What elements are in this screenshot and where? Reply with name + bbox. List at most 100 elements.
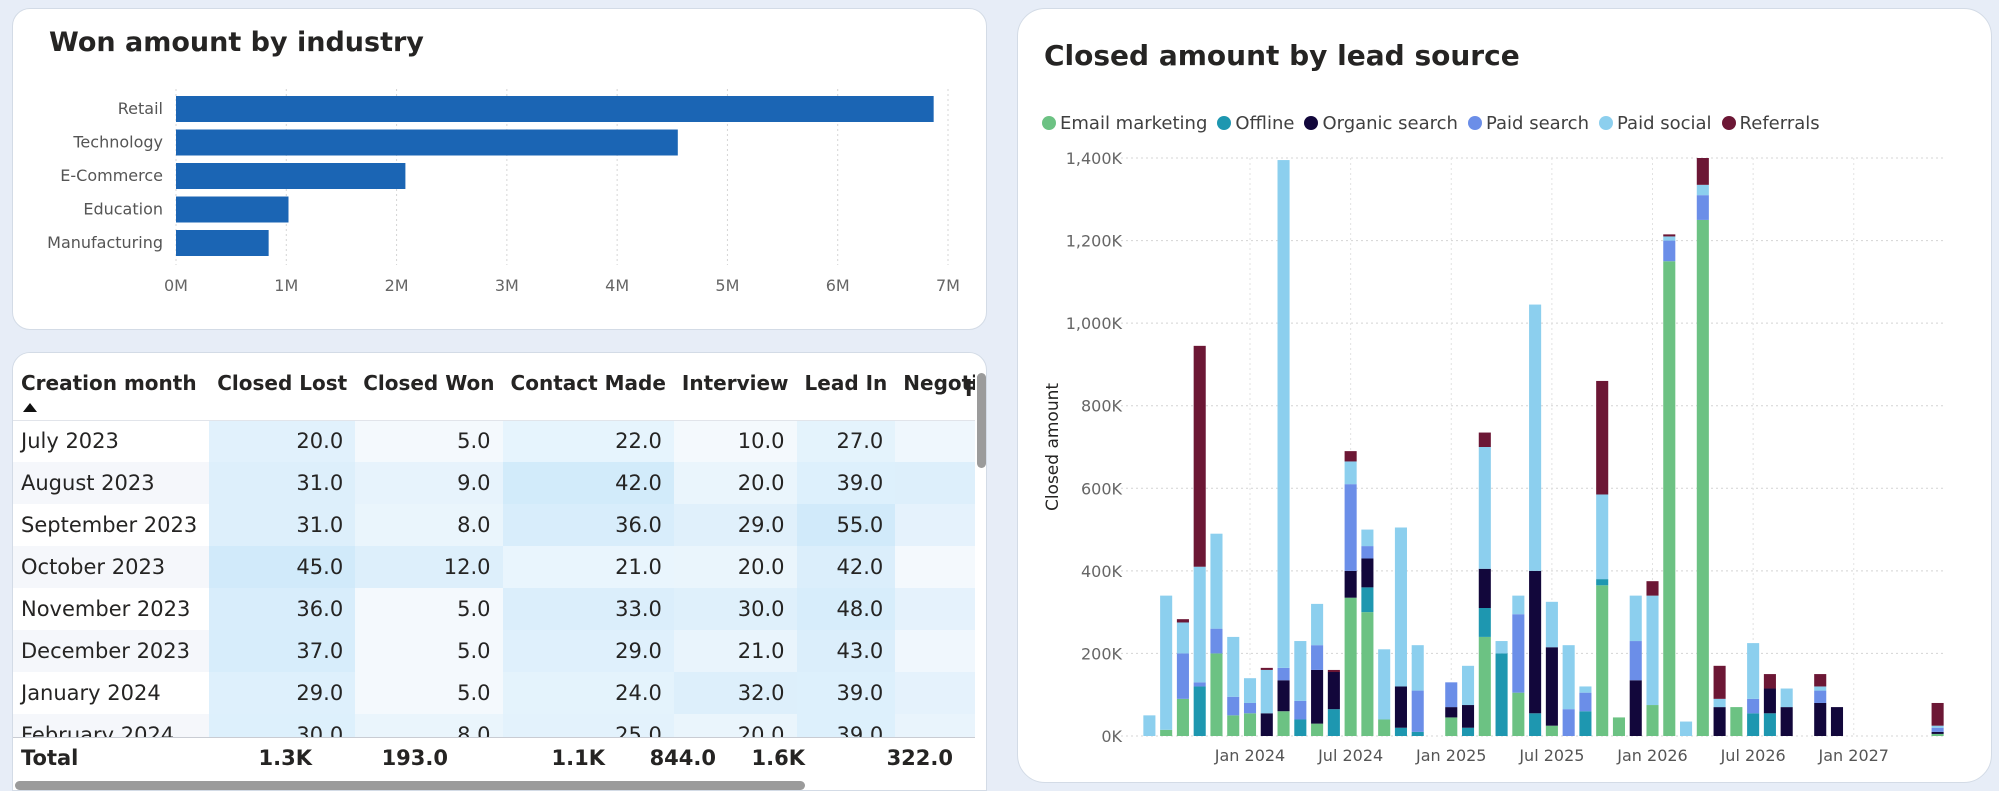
lead-bar-jun-2027-organic-search[interactable] [1931,731,1944,734]
legend-item-referrals[interactable]: Referrals [1721,113,1820,134]
lead-bar-dec-2025-paid-social[interactable] [1629,595,1642,642]
lead-bar-jan-2025-email-marketing[interactable] [1445,717,1458,736]
lead-bar-may-2024-paid-search[interactable] [1311,645,1324,670]
lead-bar-may-2024-paid-social[interactable] [1311,603,1324,646]
lead-bar-dec-2026-organic-search[interactable] [1830,707,1844,736]
lead-bar-jul-2025-paid-social[interactable] [1545,601,1558,648]
lead-bar-jul-2024-paid-social[interactable] [1344,461,1357,485]
lead-bar-dec-2023-paid-search[interactable] [1227,696,1240,716]
matrix-scroll-area[interactable]: Creation month Closed Lost Closed Won Conta… [13,353,975,739]
lead-bar-jun-2027-paid-search[interactable] [1931,727,1944,732]
lead-bar-nov-2023-paid-search[interactable] [1210,628,1223,654]
lead-bar-apr-2024-paid-search[interactable] [1294,700,1307,720]
lead-bar-jan-2026-email-marketing[interactable] [1646,705,1659,736]
lead-bar-jun-2024-offline[interactable] [1327,709,1340,736]
lead-bar-aug-2025-paid-social[interactable] [1562,645,1575,710]
industry-bar-technology[interactable] [176,129,678,156]
lead-bar-aug-2024-offline[interactable] [1361,587,1374,613]
lead-bar-feb-2024-paid-social[interactable] [1260,669,1273,714]
lead-bar-feb-2025-offline[interactable] [1461,727,1475,736]
lead-bar-jan-2024-paid-search[interactable] [1243,702,1257,714]
lead-source-stacked-bar-chart[interactable]: 0K200K400K600K800K1,000K1,200K1,400KClos… [1018,9,1992,783]
column-header-negotiation[interactable]: Negotiation [895,353,975,421]
lead-bar-apr-2024-paid-social[interactable] [1294,641,1307,701]
lead-bar-oct-2025-referrals[interactable] [1596,380,1609,495]
lead-bar-jun-2024-organic-search[interactable] [1327,672,1340,710]
lead-bar-mar-2024-paid-search[interactable] [1277,667,1290,681]
legend-item-paid-social[interactable]: Paid social [1599,113,1712,134]
lead-bar-nov-2025-email-marketing[interactable] [1612,717,1626,736]
lead-bar-aug-2024-email-marketing[interactable] [1361,612,1374,736]
lead-bar-aug-2026-organic-search[interactable] [1763,688,1776,714]
lead-bar-nov-2024-paid-social[interactable] [1411,645,1424,691]
lead-bar-dec-2023-email-marketing[interactable] [1227,715,1240,736]
lead-bar-sep-2023-email-marketing[interactable] [1176,698,1189,736]
column-header-closed-won[interactable]: Closed Won [355,353,503,421]
sort-ascending-icon[interactable] [23,403,37,412]
lead-bar-mar-2024-email-marketing[interactable] [1277,711,1290,736]
lead-bar-jan-2026-paid-social[interactable] [1646,595,1659,706]
lead-bar-jun-2027-paid-social[interactable] [1931,725,1944,728]
lead-bar-jul-2024-referrals[interactable] [1344,451,1357,462]
lead-bar-feb-2024-referrals[interactable] [1260,667,1273,670]
lead-bar-sep-2024-email-marketing[interactable] [1378,719,1391,736]
lead-bar-aug-2026-offline[interactable] [1763,713,1776,736]
lead-bar-may-2024-organic-search[interactable] [1311,669,1324,724]
lead-bar-may-2025-paid-social[interactable] [1512,595,1525,615]
lead-bar-jul-2023-paid-social[interactable] [1143,715,1156,736]
industry-bar-education[interactable] [176,196,289,223]
column-header-lead-in[interactable]: Lead In [796,353,896,421]
lead-bar-nov-2023-email-marketing[interactable] [1210,653,1223,736]
lead-bar-sep-2025-paid-social[interactable] [1579,686,1592,693]
lead-bar-apr-2024-offline[interactable] [1294,719,1307,736]
lead-bar-jul-2024-email-marketing[interactable] [1344,597,1357,736]
lead-bar-jan-2025-organic-search[interactable] [1445,707,1458,718]
stage-matrix-card[interactable]: Creation month Closed Lost Closed Won Conta… [12,352,987,791]
lead-bar-feb-2026-paid-social[interactable] [1663,236,1676,241]
lead-bar-aug-2024-organic-search[interactable] [1361,558,1374,588]
lead-bar-feb-2026-referrals[interactable] [1663,234,1676,237]
lead-bar-oct-2023-paid-social[interactable] [1193,566,1206,683]
lead-bar-sep-2026-paid-social[interactable] [1780,688,1793,708]
lead-bar-jul-2026-paid-search[interactable] [1747,698,1760,714]
lead-bar-apr-2026-email-marketing[interactable] [1696,219,1709,736]
lead-bar-jun-2025-offline[interactable] [1529,713,1542,736]
lead-bar-aug-2023-paid-social[interactable] [1160,595,1173,730]
lead-bar-sep-2025-offline[interactable] [1579,711,1592,736]
lead-bar-may-2024-email-marketing[interactable] [1311,723,1324,736]
lead-bar-jul-2026-offline[interactable] [1747,713,1760,736]
legend-item-offline[interactable]: Offline [1217,113,1294,134]
lead-bar-jul-2025-organic-search[interactable] [1545,647,1558,726]
lead-bar-may-2026-referrals[interactable] [1713,665,1726,699]
lead-bar-jun-2027-referrals[interactable] [1931,702,1944,726]
lead-bar-oct-2023-referrals[interactable] [1193,345,1206,567]
lead-bar-mar-2026-paid-social[interactable] [1680,721,1693,736]
lead-bar-feb-2025-organic-search[interactable] [1461,705,1475,728]
matrix-vertical-scrollbar[interactable] [975,373,986,733]
lead-bar-aug-2024-paid-social[interactable] [1361,529,1374,547]
lead-bar-apr-2026-paid-search[interactable] [1696,195,1709,220]
lead-bar-aug-2025-paid-search[interactable] [1562,709,1575,736]
lead-bar-feb-2026-paid-search[interactable] [1663,240,1676,262]
industry-bar-manufacturing[interactable] [176,230,269,256]
lead-bar-oct-2025-email-marketing[interactable] [1596,585,1609,736]
lead-bar-jan-2024-paid-social[interactable] [1243,678,1257,703]
lead-bar-mar-2024-organic-search[interactable] [1277,680,1290,712]
lead-bar-sep-2023-paid-search[interactable] [1176,653,1189,699]
matrix-vertical-scroll-thumb[interactable] [977,373,986,468]
lead-bar-nov-2024-offline[interactable] [1411,731,1424,736]
lead-bar-apr-2025-paid-social[interactable] [1495,641,1508,654]
column-header-creation-month[interactable]: Creation month [13,353,210,421]
lead-bar-nov-2026-referrals[interactable] [1814,674,1827,687]
lead-bar-jul-2026-paid-social[interactable] [1747,643,1760,699]
lead-bar-oct-2023-paid-search[interactable] [1193,682,1206,687]
lead-bar-may-2026-paid-social[interactable] [1713,698,1726,708]
legend-item-organic-search[interactable]: Organic search [1304,113,1458,134]
lead-bar-mar-2025-organic-search[interactable] [1478,568,1491,609]
column-header-contact-made[interactable]: Contact Made [502,353,674,421]
